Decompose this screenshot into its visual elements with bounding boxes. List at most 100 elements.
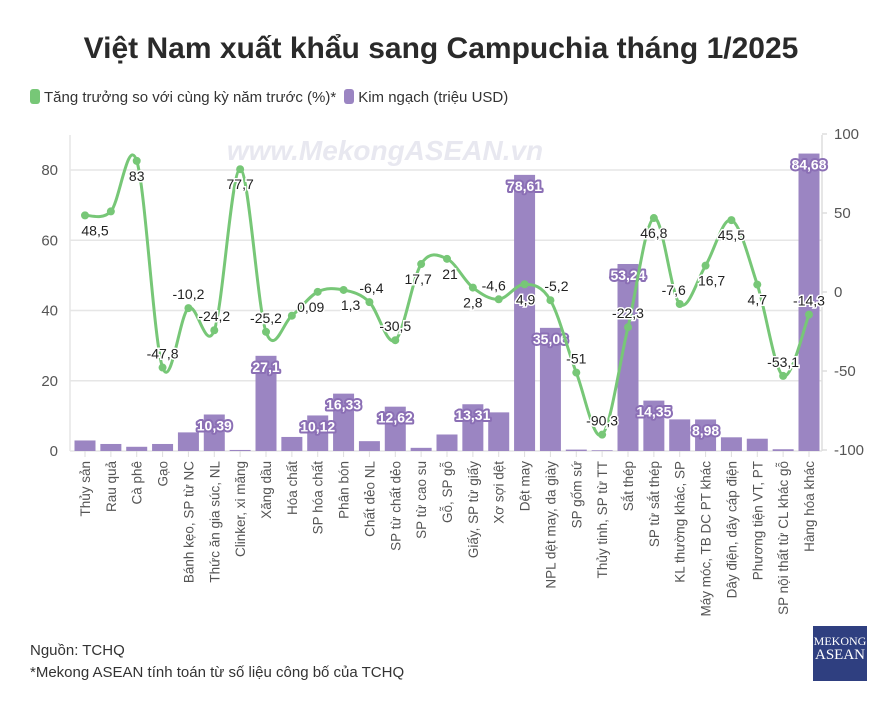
bar <box>358 441 380 451</box>
logo-line1: MEKONG <box>813 634 867 648</box>
growth-point <box>468 283 477 292</box>
bar <box>152 443 174 451</box>
growth-point <box>546 296 555 305</box>
bar <box>617 263 639 451</box>
x-tick-label: NPL dệt may, da giày <box>543 461 558 589</box>
growth-data-label: -14,3 <box>793 293 825 309</box>
growth-point <box>753 280 762 289</box>
x-tick-label: Cà phê <box>130 461 145 505</box>
logo-line2: ASEAN <box>814 647 865 663</box>
growth-point <box>339 285 348 294</box>
growth-point <box>313 287 322 296</box>
bar-data-label: 27,1 <box>252 359 279 375</box>
bar <box>462 404 484 451</box>
growth-data-label: 46,8 <box>640 225 667 241</box>
x-tick-label: SP hóa chất <box>311 461 326 535</box>
growth-data-label: 1,3 <box>341 297 361 313</box>
bar <box>203 414 225 451</box>
left-tick-label: 20 <box>41 373 58 390</box>
growth-data-label: -4,6 <box>482 277 506 293</box>
growth-point <box>81 211 89 220</box>
bar <box>255 355 277 451</box>
footnote: *Mekong ASEAN tính toán từ số liệu công … <box>30 664 405 681</box>
growth-point <box>132 156 141 165</box>
growth-data-label: -53,1 <box>767 354 799 370</box>
growth-data-label: 45,5 <box>718 227 745 243</box>
growth-point <box>727 216 736 225</box>
bar <box>591 450 613 451</box>
growth-point <box>365 298 374 307</box>
bar <box>436 434 458 451</box>
growth-point <box>624 323 632 332</box>
x-tick-label: Giấy, SP từ giấy <box>466 461 481 558</box>
growth-data-label: -6,4 <box>359 280 383 296</box>
bar <box>126 446 148 451</box>
x-tick-label: Bánh kẹo, SP từ NC <box>181 461 196 583</box>
growth-point <box>649 214 658 223</box>
growth-point <box>805 310 813 319</box>
x-tick-label: Dệt may <box>518 461 533 512</box>
bar <box>669 419 691 451</box>
bar <box>643 400 665 451</box>
bar <box>488 412 510 451</box>
x-tick-label: Thủy tinh, SP từ TT <box>595 461 610 578</box>
watermark: www.MekongASEAN.vn <box>227 135 543 166</box>
bar <box>281 436 303 451</box>
right-tick-label: 0 <box>834 284 842 301</box>
growth-point <box>494 295 503 304</box>
growth-data-label: 83 <box>129 168 145 184</box>
growth-data-label: -30,5 <box>379 318 411 334</box>
left-tick-label: 0 <box>50 443 58 460</box>
legend-label: Tăng trưởng so với cùng kỳ năm trước (%)… <box>44 89 337 106</box>
growth-point <box>391 336 400 345</box>
x-tick-label: Sắt thép <box>621 461 636 511</box>
x-tick-label: SP gốm sứ <box>569 461 584 528</box>
bar <box>177 432 199 451</box>
x-tick-label: Clinker, xi măng <box>233 461 248 557</box>
bar <box>565 449 587 451</box>
bar-data-label: 84,68 <box>791 157 826 173</box>
growth-data-label: -10,2 <box>172 286 204 302</box>
growth-data-label: -51 <box>566 351 586 367</box>
right-tick-label: 50 <box>834 205 851 222</box>
growth-point <box>598 430 607 439</box>
x-tick-label: SP nội thất từ CL khác gỗ <box>776 461 791 615</box>
growth-point <box>417 260 426 269</box>
growth-data-label: 17,7 <box>405 271 432 287</box>
growth-data-label: -5,2 <box>544 278 568 294</box>
growth-point <box>443 254 451 263</box>
growth-point <box>675 300 684 309</box>
bar <box>74 440 96 451</box>
bar <box>307 415 329 451</box>
bar <box>772 449 794 451</box>
bar <box>229 449 251 451</box>
growth-data-label: -22,3 <box>612 305 644 321</box>
growth-data-label: -25,2 <box>250 310 282 326</box>
legend-swatch-purple <box>344 89 355 104</box>
x-tick-label: Dây điện, dây cáp điện <box>724 461 739 598</box>
right-tick-label: -50 <box>834 363 856 380</box>
x-tick-label: Hóa chất <box>285 461 300 515</box>
growth-point <box>210 326 219 335</box>
growth-data-label: 21 <box>442 266 458 282</box>
growth-point <box>701 261 710 270</box>
growth-data-label: 2,8 <box>463 295 483 311</box>
legend-item-growth: Tăng trưởng so với cùng kỳ năm trước (%)… <box>30 89 336 106</box>
x-tick-label: Chất dẻo NL <box>362 461 377 537</box>
x-tick-label: SP từ sắt thép <box>647 461 662 547</box>
right-tick-label: 100 <box>834 126 859 143</box>
left-tick-label: 80 <box>41 162 58 179</box>
growth-data-label: 48,5 <box>81 222 108 238</box>
bar-data-label: 12,62 <box>378 410 413 426</box>
left-tick-label: 60 <box>41 232 58 249</box>
x-tick-label: KL thường khác, SP <box>673 461 688 583</box>
bar-data-label: 35,06 <box>533 331 568 347</box>
bar-data-label: 13,31 <box>455 407 490 423</box>
bar <box>720 437 742 451</box>
x-tick-label: SP từ cao su <box>414 461 429 539</box>
bar-data-label: 8,98 <box>692 422 719 438</box>
growth-data-label: -7,6 <box>662 282 686 298</box>
left-tick-label: 40 <box>41 303 58 320</box>
x-tick-label: Rau quả <box>104 461 119 513</box>
